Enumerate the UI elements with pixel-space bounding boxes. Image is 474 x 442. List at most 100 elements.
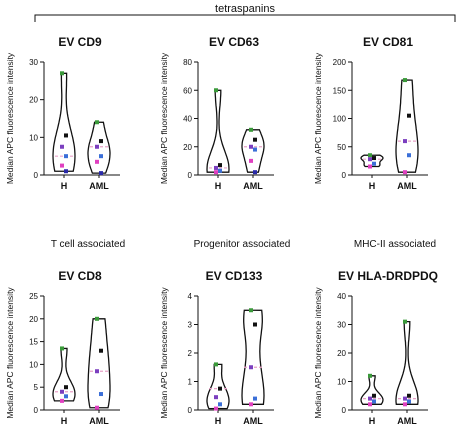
y-tick-label: 50 bbox=[337, 143, 346, 152]
data-point bbox=[214, 395, 218, 400]
y-tick-label: 40 bbox=[183, 115, 192, 124]
data-point bbox=[60, 398, 64, 403]
data-point bbox=[249, 365, 253, 370]
data-point bbox=[403, 402, 407, 407]
chart-ev-cd8: EV CD8 Median APC fluorescence intensity 0… bbox=[5, 269, 120, 426]
data-point bbox=[214, 165, 218, 170]
data-point bbox=[368, 373, 372, 378]
y-tick-label: 30 bbox=[29, 58, 38, 67]
data-point bbox=[253, 322, 257, 327]
data-point bbox=[60, 163, 64, 168]
data-point bbox=[403, 170, 407, 175]
x-tick-label: H bbox=[61, 416, 68, 426]
data-point bbox=[249, 127, 253, 132]
data-point bbox=[218, 386, 222, 391]
tetraspanins-bracket: tetraspanins bbox=[34, 3, 456, 22]
x-tick-label: AML bbox=[397, 416, 417, 426]
y-tick-label: 200 bbox=[333, 58, 347, 67]
data-point bbox=[253, 147, 257, 152]
y-tick-label: 30 bbox=[337, 321, 346, 330]
x-tick-label: H bbox=[61, 181, 68, 191]
data-point bbox=[214, 406, 218, 411]
y-tick-label: 60 bbox=[183, 86, 192, 95]
data-point bbox=[407, 153, 411, 158]
data-point bbox=[99, 171, 103, 176]
bracket-label: tetraspanins bbox=[215, 3, 275, 15]
data-point bbox=[403, 319, 407, 324]
chart-title: EV CD8 bbox=[58, 269, 102, 283]
chart-title: EV CD9 bbox=[58, 35, 102, 49]
data-point bbox=[95, 369, 99, 374]
group-label-mhc: MHC-II associated bbox=[354, 239, 436, 250]
data-point bbox=[403, 78, 407, 83]
violin-h bbox=[206, 363, 230, 410]
data-point bbox=[214, 170, 218, 175]
group-label-t-cell: T cell associated bbox=[51, 239, 125, 250]
chart-title: EV CD81 bbox=[363, 35, 413, 49]
chart-ev-cd9: EV CD9 Median APC fluorescence intensity 0… bbox=[5, 35, 120, 191]
x-tick-label: AML bbox=[243, 181, 263, 191]
data-point bbox=[368, 157, 372, 162]
data-point bbox=[64, 394, 68, 399]
x-tick-label: AML bbox=[243, 416, 263, 426]
y-tick-label: 2 bbox=[188, 349, 193, 358]
data-point bbox=[60, 346, 64, 351]
x-tick-label: AML bbox=[89, 181, 109, 191]
violin-h bbox=[206, 89, 230, 173]
data-point bbox=[249, 144, 253, 149]
y-tick-label: 150 bbox=[333, 86, 347, 95]
data-point bbox=[99, 392, 103, 397]
data-point bbox=[372, 156, 376, 161]
y-tick-label: 0 bbox=[34, 171, 39, 180]
y-axis-label: Median APC fluorescence intensity bbox=[159, 287, 169, 419]
y-tick-label: 0 bbox=[342, 406, 347, 415]
y-tick-label: 0 bbox=[34, 406, 39, 415]
data-point bbox=[95, 120, 99, 125]
y-tick-label: 20 bbox=[29, 96, 38, 105]
chart-panels: EV CD9 Median APC fluorescence intensity 0… bbox=[5, 35, 438, 426]
data-point bbox=[218, 168, 222, 173]
data-point bbox=[218, 163, 222, 168]
data-point bbox=[60, 144, 64, 149]
data-point bbox=[60, 389, 64, 394]
chart-ev-cd63: EV CD63 Median APC fluorescence intensity… bbox=[159, 35, 274, 191]
y-tick-label: 20 bbox=[29, 315, 38, 324]
y-axis-label: Median APC fluorescence intensity bbox=[313, 52, 323, 184]
data-point bbox=[368, 402, 372, 407]
data-point bbox=[64, 133, 68, 138]
x-tick-label: H bbox=[369, 416, 376, 426]
data-point bbox=[407, 113, 411, 118]
data-point bbox=[253, 170, 257, 175]
data-point bbox=[99, 348, 103, 353]
group-label-progenitor: Progenitor associated bbox=[194, 239, 291, 250]
x-tick-label: H bbox=[215, 416, 222, 426]
chart-title: EV CD133 bbox=[206, 269, 263, 283]
data-point bbox=[372, 161, 376, 166]
y-axis-label: Median APC fluorescence intensity bbox=[159, 52, 169, 184]
y-tick-label: 20 bbox=[183, 143, 192, 152]
x-tick-label: H bbox=[215, 181, 222, 191]
x-tick-label: AML bbox=[397, 181, 417, 191]
y-tick-label: 0 bbox=[188, 171, 193, 180]
violin-aml bbox=[395, 320, 419, 405]
data-point bbox=[64, 154, 68, 159]
y-tick-label: 80 bbox=[183, 58, 192, 67]
y-tick-label: 5 bbox=[34, 383, 39, 392]
data-point bbox=[368, 396, 372, 401]
y-tick-label: 100 bbox=[333, 115, 347, 124]
y-axis-label: Median APC fluorescence intensity bbox=[5, 287, 15, 419]
data-point bbox=[60, 71, 64, 76]
y-tick-label: 20 bbox=[337, 349, 346, 358]
data-point bbox=[368, 164, 372, 169]
data-point bbox=[95, 144, 99, 149]
x-tick-label: H bbox=[369, 181, 376, 191]
y-tick-label: 10 bbox=[337, 378, 346, 387]
x-tick-label: AML bbox=[89, 416, 109, 426]
y-tick-label: 25 bbox=[29, 292, 38, 301]
y-tick-label: 10 bbox=[29, 133, 38, 142]
data-point bbox=[99, 139, 103, 144]
y-axis-label: Median APC fluorescence intensity bbox=[313, 287, 323, 419]
data-point bbox=[253, 396, 257, 401]
data-point bbox=[64, 385, 68, 390]
